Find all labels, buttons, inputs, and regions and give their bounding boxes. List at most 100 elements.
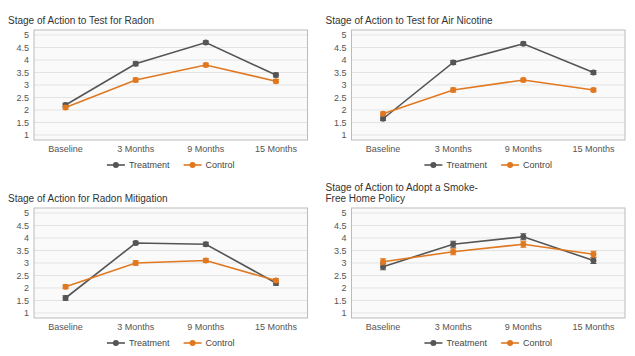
point [63,295,69,301]
legend-item: Control [184,338,235,348]
y-tick-label: 2.5 [16,271,29,281]
grid-line [34,35,308,36]
legend-item: Treatment [107,160,170,170]
point [133,61,139,67]
error-bar [590,251,596,257]
point [63,105,69,111]
plot-area [352,30,626,140]
point [203,241,209,247]
legend-item: Treatment [424,160,487,170]
x-tick-label: Baseline [48,322,83,332]
background [0,0,635,356]
grid-line [352,213,626,214]
y-tick-label: 4.5 [334,221,347,231]
series [380,77,596,117]
plot-area [34,30,308,140]
series [63,40,279,109]
legend: TreatmentControl [424,338,552,348]
error-bar [450,249,456,255]
plot-frame [352,30,626,140]
axis-label-line: Free Home Policy [326,193,405,204]
panel: Stage of Action to Adopt a Smoke-Free Ho… [326,182,626,348]
series [63,62,279,111]
point [590,87,596,93]
error-bar [133,62,139,66]
legend-label: Treatment [129,338,170,348]
point [273,278,279,284]
y-tick-label: 4 [24,233,29,243]
x-tick-label: 3 Months [117,322,155,332]
axis-label: Stage of Action to Test for Air Nicotine [326,15,494,26]
y-tick-label: 1.5 [16,118,29,128]
y-tick-label: 3.5 [334,68,347,78]
y-tick-label: 1.5 [334,118,347,128]
point [520,241,526,247]
y-tick-label: 4 [341,233,346,243]
series [63,258,279,290]
error-bar [133,78,139,82]
grid-line [34,263,308,264]
error-bar [520,241,526,247]
point [63,284,69,290]
point [520,41,526,47]
error-bar [63,296,69,301]
grid-line [34,213,308,214]
series-line [383,237,593,267]
point [590,251,596,257]
y-tick-label: 4 [24,55,29,65]
legend-marker [113,340,119,346]
point [133,260,139,266]
grid-line [34,85,308,86]
grid-line [34,110,308,111]
point [203,258,209,264]
grid-line [34,122,308,123]
y-tick-label: 4.5 [16,221,29,231]
y-tick-label: 3 [24,80,29,90]
y-tick-label: 4.5 [16,43,29,53]
grid-line [352,60,626,61]
error-bar [63,285,69,289]
legend-label: Control [206,160,235,170]
panel: Stage of Action to Test for Radon11.522.… [8,15,308,170]
legend-marker [190,340,196,346]
plot-frame [34,208,308,318]
y-tick-label: 5 [24,208,29,218]
grid-line [34,275,308,276]
legend-label: Control [523,160,552,170]
axis-label: Stage of Action to Test for Radon [8,15,154,26]
plot-frame [34,30,308,140]
point [590,70,596,76]
legend: Treatment Control [424,160,552,170]
axis-label: Stage of Action to Adopt a Smoke-Free Ho… [326,182,478,204]
point [450,60,456,66]
grid-line [352,250,626,251]
point [133,240,139,246]
y-tick-label: 1 [341,130,346,140]
y-tick-label: 1 [24,130,29,140]
legend-item: Treatment [107,338,170,348]
marks [380,234,596,270]
legend-label: Treatment [446,338,487,348]
series-line [383,244,593,262]
series [380,41,596,122]
point [450,87,456,93]
x-tick-label: Baseline [366,144,401,154]
y-tick-label: 4 [341,55,346,65]
legend: Treatment Control [107,338,235,348]
series [380,234,596,270]
plot-frame [352,208,626,318]
grid-line [352,275,626,276]
grid-line [34,60,308,61]
point [520,77,526,83]
grid-line [352,225,626,226]
series-line [66,243,276,298]
grid-line [34,225,308,226]
plot-area [34,208,308,318]
y-tick-label: 3.5 [16,68,29,78]
y-tick-label: 2 [341,105,346,115]
point [273,72,279,78]
point [450,241,456,247]
y-tick-label: 3 [341,80,346,90]
grid-line [352,35,626,36]
x-tick-label: 15 Months [572,322,615,332]
